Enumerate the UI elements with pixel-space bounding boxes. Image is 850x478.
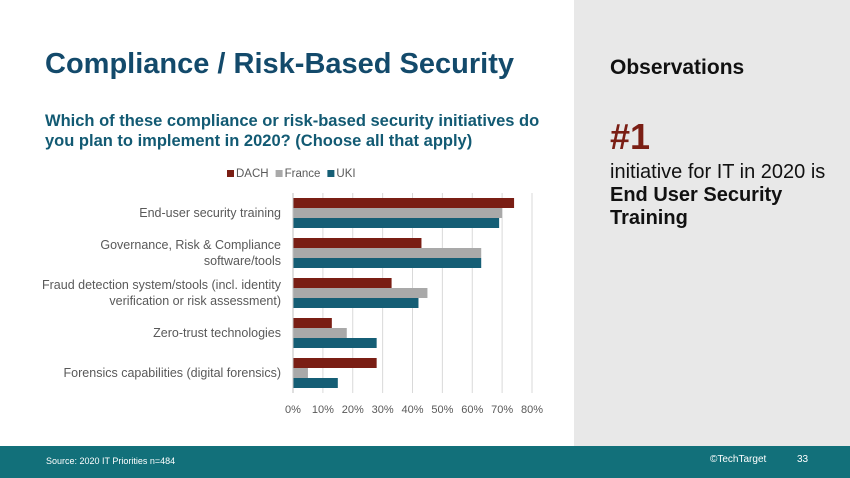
observations-heading: Observations bbox=[610, 56, 745, 79]
bar-chart: 0% 10% 20% 30% 40% 50% 60% 70% 80% DACH France UKI E… bbox=[42, 168, 543, 416]
bar-france bbox=[293, 248, 482, 258]
bar-uki bbox=[293, 298, 419, 308]
category-label: Governance, Risk & Compliance bbox=[100, 238, 281, 252]
bar-france bbox=[293, 368, 308, 378]
observation-highlight: End User Security Training bbox=[610, 184, 783, 229]
x-tick-label: 80% bbox=[521, 404, 543, 416]
x-tick-label: 50% bbox=[431, 404, 453, 416]
legend-swatch-uki bbox=[327, 170, 335, 177]
bar-france bbox=[293, 208, 503, 218]
legend-swatch-dach bbox=[227, 170, 234, 177]
x-tick-label: 20% bbox=[342, 404, 364, 416]
source-note: Source: 2020 IT Priorities n=484 bbox=[46, 456, 176, 466]
bar-france bbox=[293, 328, 347, 338]
category-label: verification or risk assessment) bbox=[109, 294, 281, 308]
x-tick-label: 30% bbox=[372, 404, 394, 416]
observation-plain: initiative for IT in 2020 is bbox=[610, 161, 826, 183]
x-tick-label: 60% bbox=[461, 404, 483, 416]
bar-dach bbox=[293, 278, 392, 288]
bar-uki bbox=[293, 258, 482, 268]
bar-dach bbox=[293, 358, 377, 368]
rank-number: #1 bbox=[610, 116, 651, 157]
slide-title: Compliance / Risk-Based Security bbox=[45, 48, 514, 80]
category-label: Zero-trust technologies bbox=[153, 326, 281, 340]
bar-dach bbox=[293, 238, 422, 248]
bar-france bbox=[293, 288, 428, 298]
legend-label-france: France bbox=[285, 168, 321, 180]
bar-uki bbox=[293, 218, 500, 228]
page-number: 33 bbox=[797, 454, 809, 465]
legend-label-dach: DACH bbox=[236, 168, 269, 180]
x-tick-label: 70% bbox=[491, 404, 513, 416]
category-label: software/tools bbox=[204, 254, 281, 268]
observation-text: initiative for IT in 2020 is End User Se… bbox=[610, 161, 845, 230]
bar-dach bbox=[293, 318, 332, 328]
category-label: End-user security training bbox=[139, 206, 281, 220]
category-label: Fraud detection system/stools (incl. ide… bbox=[42, 278, 282, 292]
category-label: Forensics capabilities (digital forensic… bbox=[64, 366, 281, 380]
footer-bar: Source: 2020 IT Priorities n=484 ©TechTa… bbox=[0, 446, 850, 478]
observations-panel: Observations #1 initiative for IT in 202… bbox=[574, 0, 850, 446]
x-tick-label: 0% bbox=[285, 404, 301, 416]
x-tick-label: 40% bbox=[401, 404, 423, 416]
bar-dach bbox=[293, 198, 515, 208]
legend-label-uki: UKI bbox=[336, 168, 355, 180]
bar-uki bbox=[293, 378, 338, 388]
bar-uki bbox=[293, 338, 377, 348]
copyright: ©TechTarget bbox=[710, 454, 767, 465]
legend-swatch-france bbox=[275, 170, 283, 177]
x-tick-label: 10% bbox=[312, 404, 334, 416]
survey-question: Which of these compliance or risk-based … bbox=[45, 112, 540, 150]
